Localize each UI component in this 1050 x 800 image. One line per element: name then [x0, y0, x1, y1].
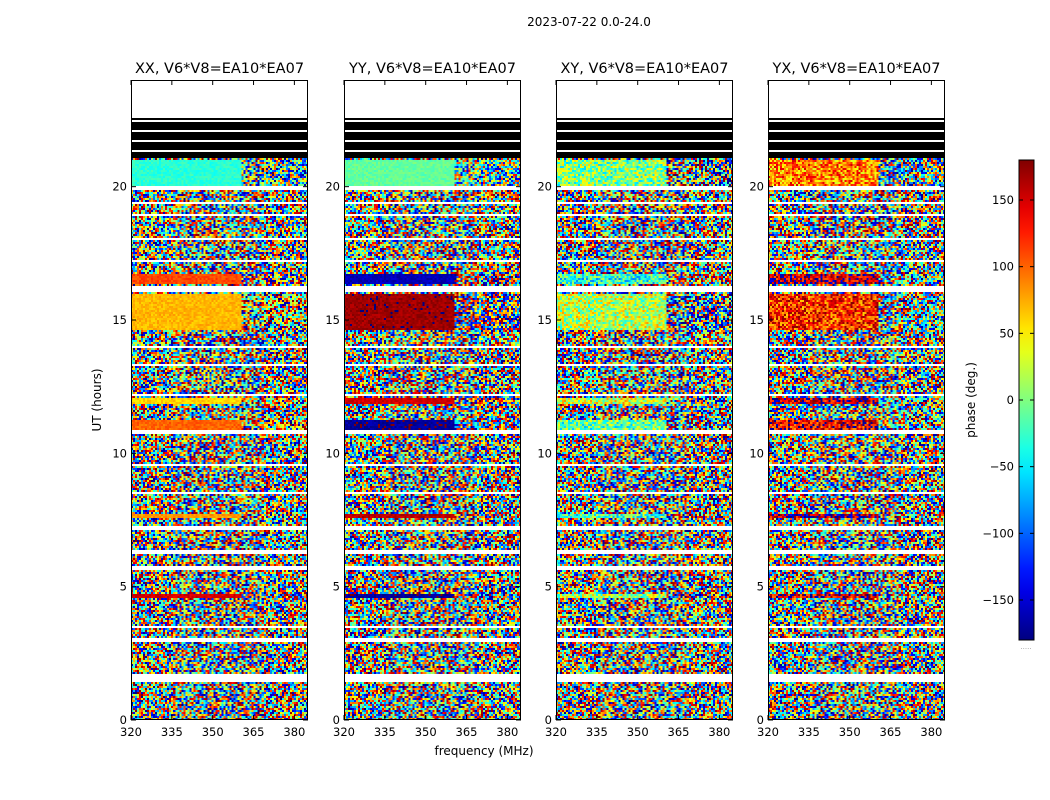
y-tick-label: 20: [325, 180, 340, 194]
x-tick-label: 380: [283, 725, 305, 739]
heatmap-image-yy: [344, 80, 521, 720]
heatmap-image-yx: [768, 80, 945, 720]
x-tick-label: 365: [243, 725, 265, 739]
y-tick-label: 10: [112, 446, 127, 460]
panel-yx: YX, V6*V8=EA10*EA07 320 335 350 365 380 0 5 10 15…: [749, 61, 945, 739]
y-tick-label: 20: [537, 180, 552, 194]
panel-xx: XX, V6*V8=EA10*EA07 320 335 350 365 380 0 5 10 15…: [112, 61, 308, 739]
panel-frame: [556, 80, 733, 720]
y-axis-label: UT (hours): [90, 368, 104, 431]
panel-title-xy: XY, V6*V8=EA10*EA07: [560, 61, 728, 77]
y-tick-label: 15: [537, 313, 552, 327]
x-tick-label: 335: [586, 725, 608, 739]
x-tick-label: 320: [545, 725, 567, 739]
x-tick-label: 380: [496, 725, 518, 739]
colorbar-tick-label: −150: [982, 593, 1014, 607]
x-tick-label: 350: [839, 725, 861, 739]
colorbar: 150 100 50 0 −50 −100 −150: [982, 159, 1035, 641]
y-tick-label: 0: [757, 713, 764, 727]
x-tick-label: 335: [161, 725, 183, 739]
colorbar-label: phase (deg.): [964, 362, 978, 438]
y-tick-label: 5: [545, 580, 552, 594]
colorbar-tick-label: 100: [992, 260, 1014, 274]
x-axis-label: frequency (MHz): [434, 744, 533, 758]
y-tick-label: 15: [749, 313, 764, 327]
panel-title-yx: YX, V6*V8=EA10*EA07: [771, 61, 940, 77]
y-tick-label: 10: [537, 446, 552, 460]
x-tick-label: 320: [120, 725, 142, 739]
x-tick-label: 380: [708, 725, 730, 739]
panel-frame: [131, 80, 308, 720]
y-tick-label: 5: [333, 580, 340, 594]
y-tick-label: 5: [120, 580, 127, 594]
colorbar-tick-label: 50: [999, 326, 1014, 340]
panel-frame: [768, 80, 945, 720]
heatmap-image-xx: [131, 80, 308, 720]
colorbar-tick-label: 150: [992, 193, 1014, 207]
panels-group: XX, V6*V8=EA10*EA07 320 335 350 365 380 0 5 10 15…: [112, 61, 945, 739]
x-tick-label: 380: [920, 725, 942, 739]
colorbar-tick-label: 0: [1007, 393, 1014, 407]
y-tick-label: 0: [545, 713, 552, 727]
x-tick-label: 365: [880, 725, 902, 739]
x-tick-label: 335: [798, 725, 820, 739]
y-tick-label: 0: [120, 713, 127, 727]
y-tick-label: 15: [325, 313, 340, 327]
colorbar-tick-label: −50: [990, 460, 1014, 474]
x-tick-label: 365: [456, 725, 478, 739]
panel-yy: YY, V6*V8=EA10*EA07 320 335 350 365 380 0 5 10 15…: [325, 61, 521, 739]
x-tick-label: 350: [202, 725, 224, 739]
panel-frame: [344, 80, 521, 720]
colorbar-tick-label: −100: [982, 526, 1014, 540]
y-tick-label: 5: [757, 580, 764, 594]
x-tick-label: 350: [415, 725, 437, 739]
y-tick-label: 20: [112, 180, 127, 194]
x-tick-label: 350: [627, 725, 649, 739]
x-tick-label: 335: [374, 725, 396, 739]
y-tick-label: 10: [749, 446, 764, 460]
y-tick-label: 10: [325, 446, 340, 460]
y-tick-label: 15: [112, 313, 127, 327]
heatmap-image-xy: [556, 80, 733, 720]
x-tick-label: 320: [757, 725, 779, 739]
panel-title-xx: XX, V6*V8=EA10*EA07: [135, 61, 304, 77]
x-tick-label: 365: [668, 725, 690, 739]
colorbar-under-label: .....: [1020, 643, 1031, 651]
panel-xy: XY, V6*V8=EA10*EA07 320 335 350 365 380 0 5 10 15…: [537, 61, 733, 739]
y-tick-label: 0: [333, 713, 340, 727]
figure-suptitle: 2023-07-22 0.0-24.0: [527, 15, 651, 29]
x-tick-label: 320: [333, 725, 355, 739]
y-tick-label: 20: [749, 180, 764, 194]
panel-title-yy: YY, V6*V8=EA10*EA07: [348, 61, 516, 77]
